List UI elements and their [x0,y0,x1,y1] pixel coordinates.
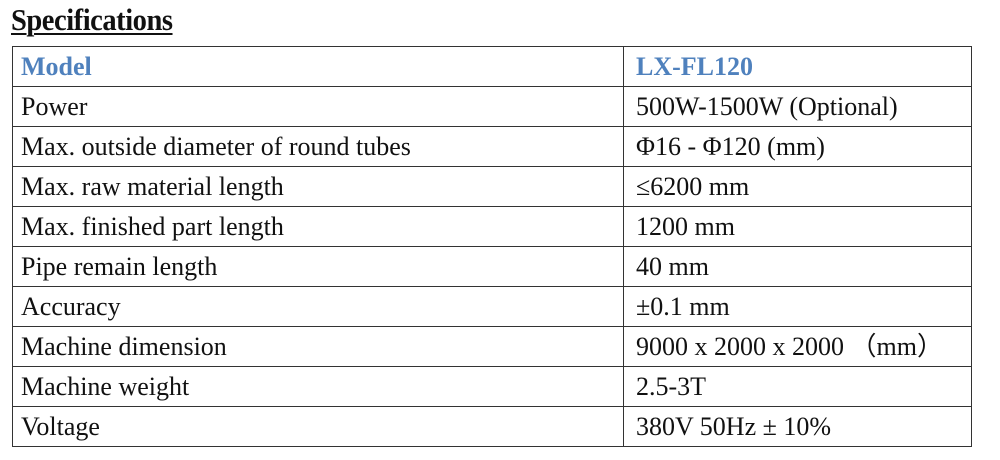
table-row: Machine weight 2.5-3T [12,366,972,407]
spec-value: Φ16 - Φ120 (mm) [623,126,972,167]
spec-label: Power [12,86,624,127]
header-value: LX-FL120 [623,46,972,87]
spec-value: 500W-1500W (Optional) [623,86,972,127]
spec-value: 1200 mm [623,206,972,247]
page-title: Specifications [11,2,173,37]
table-row: Max. finished part length 1200 mm [12,206,972,247]
table-header-row: Model LX-FL120 [12,46,972,87]
table-row: Power 500W-1500W (Optional) [12,86,972,127]
spec-value: 2.5-3T [623,366,972,407]
spec-label: Max. outside diameter of round tubes [12,126,624,167]
table-row: Machine dimension 9000 x 2000 x 2000 （mm） [12,326,972,367]
table-row: Pipe remain length 40 mm [12,246,972,287]
spec-label: Pipe remain length [12,246,624,287]
table-row: Max. outside diameter of round tubes Φ16 … [12,126,972,167]
spec-label: Accuracy [12,286,624,327]
table-row: Voltage 380V 50Hz ± 10% [12,406,972,447]
spec-value: 40 mm [623,246,972,287]
table-row: Accuracy ±0.1 mm [12,286,972,327]
spec-value: ±0.1 mm [623,286,972,327]
spec-label: Voltage [12,406,624,447]
table-row: Max. raw material length ≤6200 mm [12,166,972,207]
spec-value: 9000 x 2000 x 2000 （mm） [623,326,972,367]
spec-value: ≤6200 mm [623,166,972,207]
spec-label: Max. finished part length [12,206,624,247]
spec-label: Machine weight [12,366,624,407]
spec-label: Machine dimension [12,326,624,367]
header-label: Model [12,46,624,87]
spec-value: 380V 50Hz ± 10% [623,406,972,447]
specifications-table: Model LX-FL120 Power 500W-1500W (Optional… [12,46,972,447]
spec-label: Max. raw material length [12,166,624,207]
